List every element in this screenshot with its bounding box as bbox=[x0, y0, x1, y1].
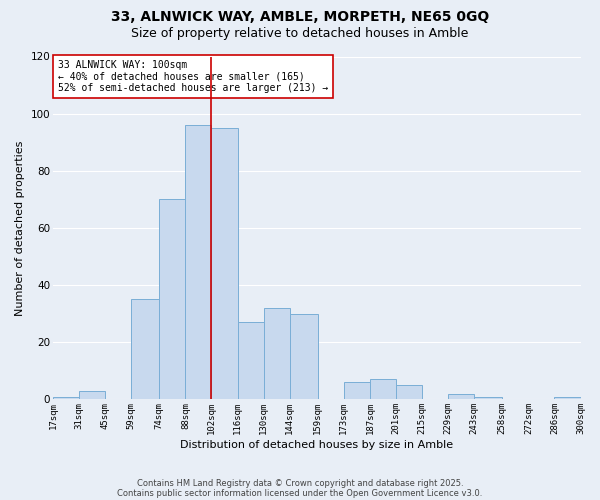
Bar bbox=[211, 128, 238, 400]
Bar bbox=[448, 394, 474, 400]
Bar bbox=[554, 396, 581, 400]
Text: Contains HM Land Registry data © Crown copyright and database right 2025.: Contains HM Land Registry data © Crown c… bbox=[137, 478, 463, 488]
Bar bbox=[185, 125, 211, 400]
Bar bbox=[53, 396, 79, 400]
Text: 33 ALNWICK WAY: 100sqm
← 40% of detached houses are smaller (165)
52% of semi-de: 33 ALNWICK WAY: 100sqm ← 40% of detached… bbox=[58, 60, 329, 93]
Text: 33, ALNWICK WAY, AMBLE, MORPETH, NE65 0GQ: 33, ALNWICK WAY, AMBLE, MORPETH, NE65 0G… bbox=[111, 10, 489, 24]
Bar bbox=[160, 200, 185, 400]
Text: Size of property relative to detached houses in Amble: Size of property relative to detached ho… bbox=[131, 28, 469, 40]
Bar bbox=[263, 308, 290, 400]
Bar bbox=[131, 300, 160, 400]
Bar bbox=[238, 322, 263, 400]
Bar bbox=[79, 391, 105, 400]
X-axis label: Distribution of detached houses by size in Amble: Distribution of detached houses by size … bbox=[180, 440, 454, 450]
Bar bbox=[474, 396, 502, 400]
Text: Contains public sector information licensed under the Open Government Licence v3: Contains public sector information licen… bbox=[118, 488, 482, 498]
Y-axis label: Number of detached properties: Number of detached properties bbox=[15, 140, 25, 316]
Bar bbox=[370, 380, 396, 400]
Bar bbox=[344, 382, 370, 400]
Bar bbox=[396, 385, 422, 400]
Bar bbox=[290, 314, 318, 400]
